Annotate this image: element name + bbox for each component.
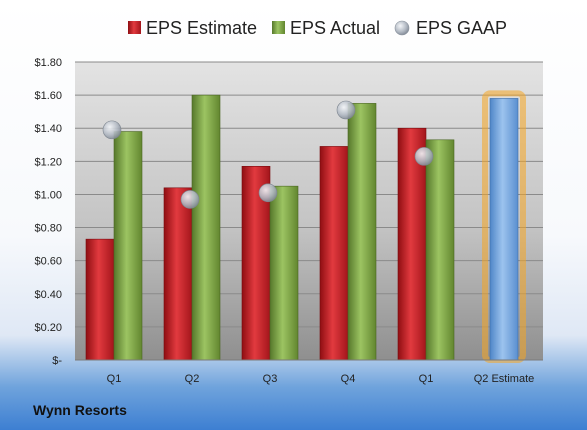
gaap-markers — [102, 100, 434, 209]
y-tick-label: $1.80 — [34, 57, 62, 69]
x-tick-label: Q1 — [107, 373, 122, 385]
legend-swatch-eps-estimate — [128, 21, 141, 34]
bar-eps-estimate — [397, 127, 427, 361]
y-tick-label: $0.60 — [34, 256, 62, 268]
y-tick-label: $0.20 — [34, 322, 62, 334]
legend-label-eps-gaap: EPS GAAP — [416, 18, 507, 38]
y-tick-label: $1.40 — [34, 123, 62, 135]
marker-eps-gaap — [336, 100, 356, 120]
x-tick-label: Q4 — [341, 373, 356, 385]
legend-swatch-eps-actual — [272, 21, 285, 34]
bar-eps-actual — [425, 139, 455, 361]
y-axis-tick-labels: $- $0.20 $0.40 $0.60 $0.80 $1.00 $1.20 $1.40 $1.… — [34, 57, 62, 367]
marker-eps-gaap — [102, 120, 122, 140]
legend: EPS Estimate EPS Actual EPS GAAP — [128, 18, 507, 38]
x-tick-label: Q2 — [185, 373, 200, 385]
y-tick-label: $1.60 — [34, 90, 62, 102]
legend-marker-eps-gaap — [394, 20, 410, 36]
x-tick-label: Q2 Estimate — [474, 373, 535, 385]
bar-eps-estimate — [163, 187, 193, 361]
bar-eps-estimate — [85, 238, 115, 361]
bars — [85, 90, 526, 364]
x-tick-label: Q1 — [419, 373, 434, 385]
legend-label-eps-estimate: EPS Estimate — [146, 18, 257, 38]
y-tick-label: $1.00 — [34, 189, 62, 201]
y-tick-label: $0.40 — [34, 289, 62, 301]
bar-eps-estimate — [319, 146, 349, 361]
bar-eps-actual — [347, 103, 377, 361]
y-tick-label: $0.80 — [34, 223, 62, 235]
y-tick-label: $1.20 — [34, 156, 62, 168]
legend-label-eps-actual: EPS Actual — [290, 18, 380, 38]
x-axis-labels: Q1 Q2 Q3 Q4 Q1 Q2 Estimate — [107, 373, 535, 385]
x-tick-label: Q3 — [263, 373, 278, 385]
marker-eps-gaap — [258, 183, 278, 203]
marker-eps-gaap — [180, 190, 200, 209]
plot-area — [75, 62, 543, 360]
marker-eps-gaap — [414, 147, 434, 166]
gridlines — [75, 61, 543, 328]
y-tick-label: $- — [52, 355, 62, 367]
bar-eps-actual — [269, 185, 299, 361]
company-name: Wynn Resorts — [33, 402, 127, 418]
bar-eps-actual — [191, 94, 221, 361]
bar-eps-estimate-highlight — [489, 98, 519, 361]
bar-eps-actual — [113, 131, 143, 361]
